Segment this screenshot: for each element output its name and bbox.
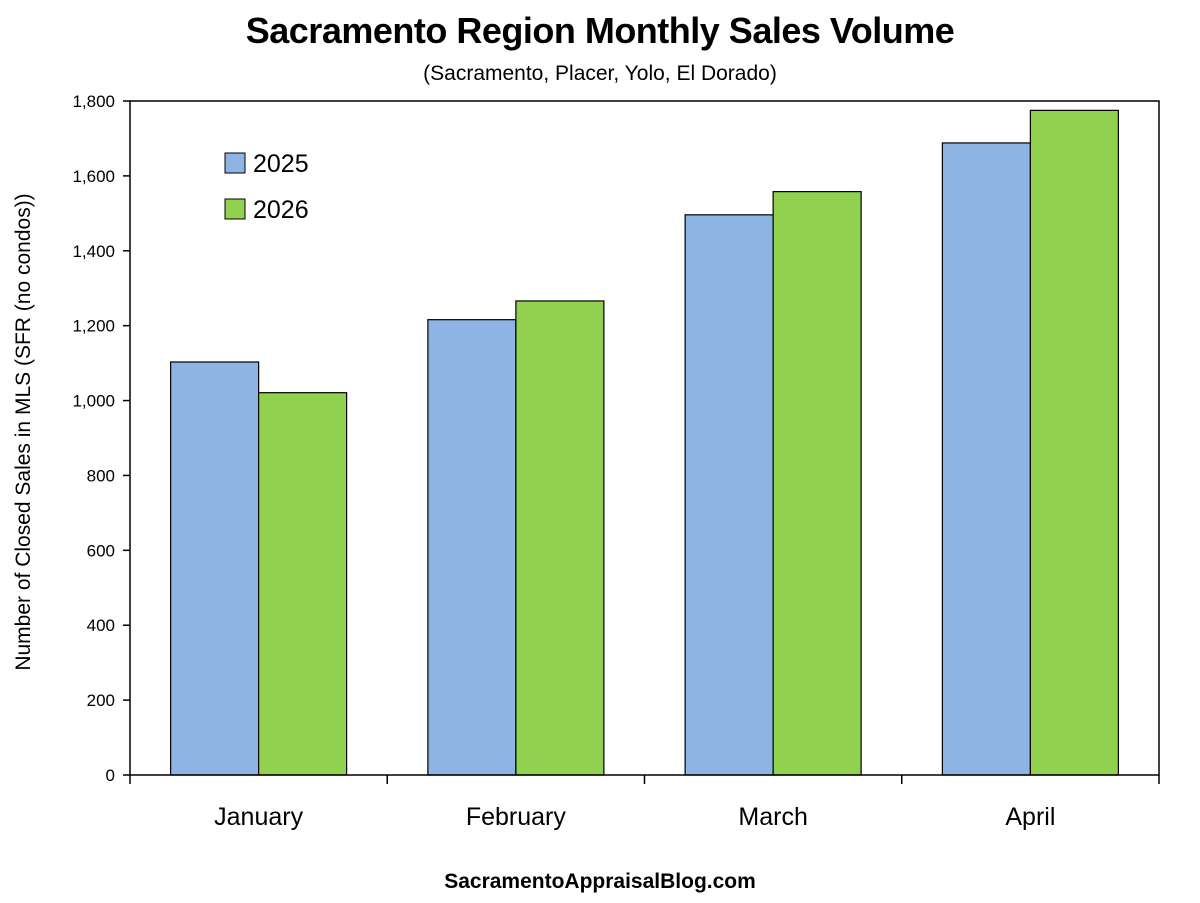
bar-2025-march xyxy=(684,214,774,776)
bar-2025-february xyxy=(427,319,517,776)
bar-2026-march xyxy=(772,191,862,776)
chart-title: Sacramento Region Monthly Sales Volume xyxy=(245,10,955,51)
x-category-label: April xyxy=(1005,803,1055,831)
legend-swatch-2025 xyxy=(224,152,246,174)
y-tick-label: 400 xyxy=(87,616,115,635)
y-tick-label: 600 xyxy=(87,541,115,560)
bar-2026-february xyxy=(515,300,605,776)
legend: 2025 2026 xyxy=(224,150,309,224)
y-tick-label: 800 xyxy=(87,466,115,485)
y-tick-label: 0 xyxy=(106,766,115,785)
bar-2025-april xyxy=(941,142,1031,776)
x-category-label: January xyxy=(214,803,303,831)
y-axis-title: Number of Closed Sales in MLS (SFR (no c… xyxy=(12,193,35,670)
legend-label: 2025 xyxy=(253,150,309,178)
bar-2026-january xyxy=(258,392,348,776)
y-tick-label: 1,000 xyxy=(72,392,115,411)
y-tick-label: 1,200 xyxy=(72,317,115,336)
y-tick-label: 1,800 xyxy=(72,92,115,111)
plot-area-border xyxy=(129,100,1160,776)
bar-chart: Number of Closed Sales in MLS (SFR (no c… xyxy=(12,92,1160,831)
footer-source: SacramentoAppraisalBlog.com xyxy=(444,870,756,893)
x-category-label: March xyxy=(738,803,807,831)
legend-swatch-2026 xyxy=(224,198,246,220)
bar-2025-january xyxy=(170,361,260,776)
y-tick-label: 1,400 xyxy=(72,242,115,261)
x-category-label: February xyxy=(466,803,567,831)
chart-subtitle: (Sacramento, Placer, Yolo, El Dorado) xyxy=(423,62,777,85)
legend-label: 2026 xyxy=(253,196,309,224)
y-tick-label: 1,600 xyxy=(72,167,115,186)
y-tick-label: 200 xyxy=(87,691,115,710)
bar-2026-april xyxy=(1029,109,1119,776)
